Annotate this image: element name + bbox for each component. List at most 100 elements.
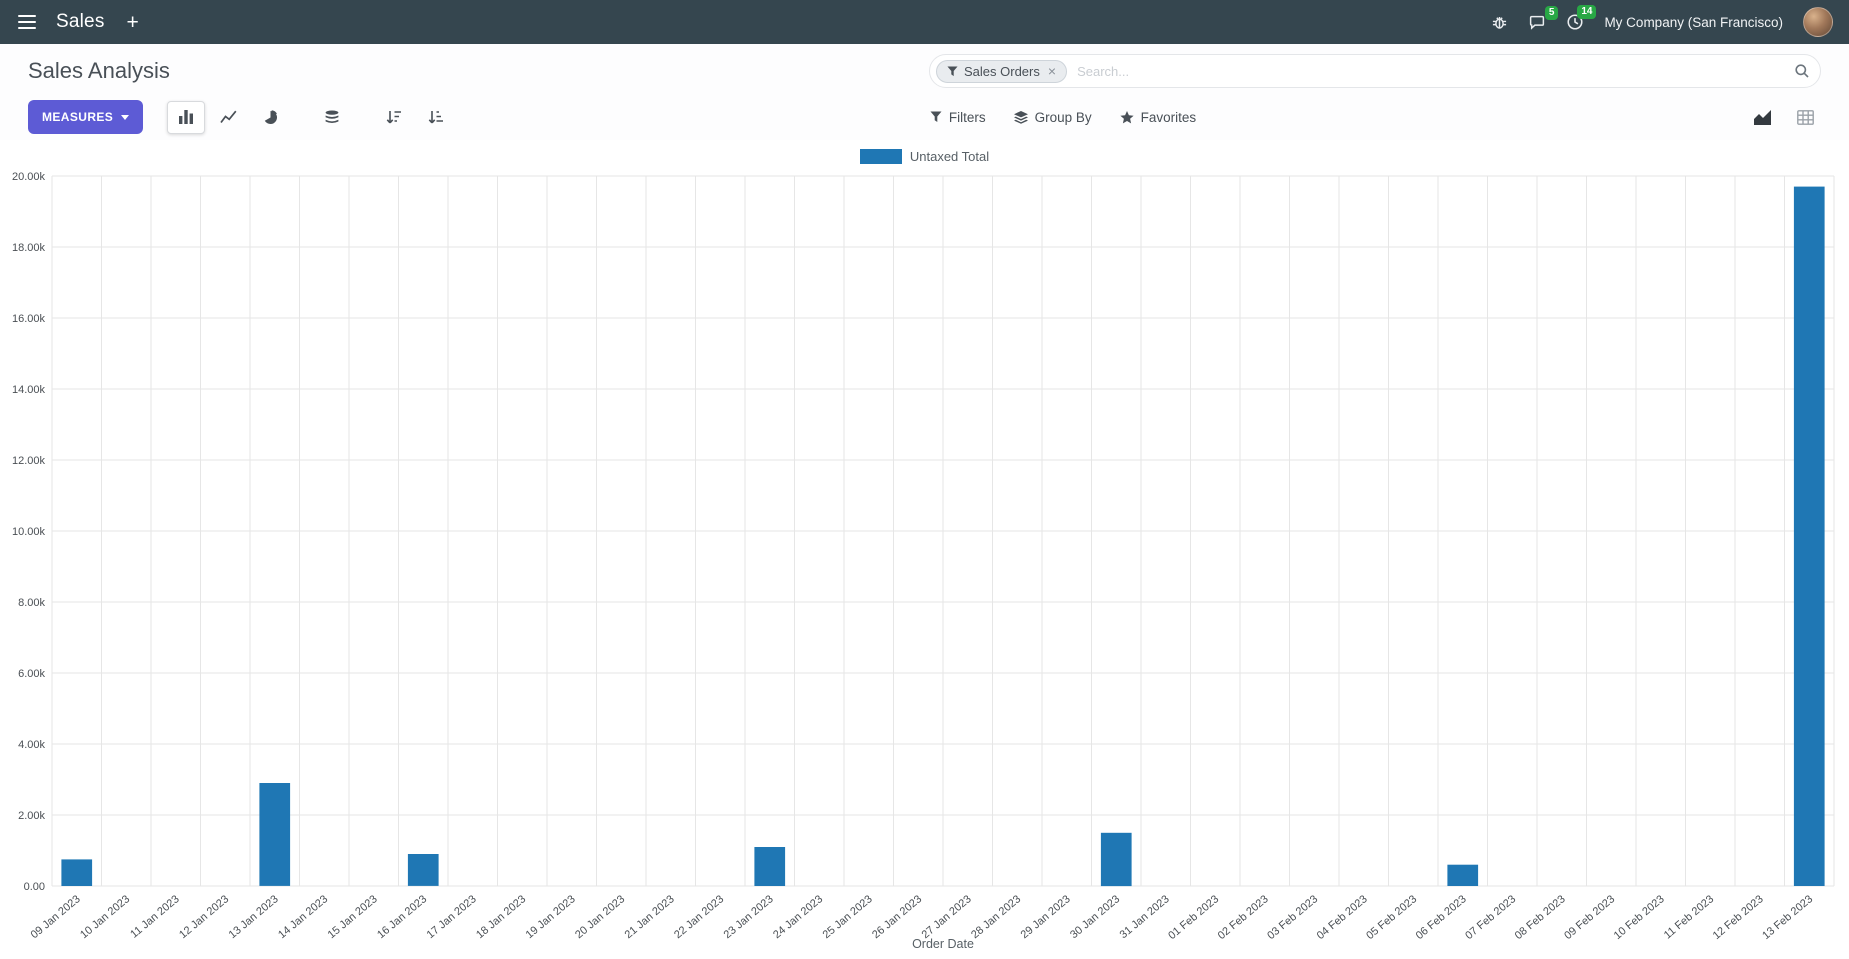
svg-text:16 Jan 2023: 16 Jan 2023 — [375, 893, 429, 941]
svg-text:14.00k: 14.00k — [12, 384, 46, 396]
svg-text:27 Jan 2023: 27 Jan 2023 — [920, 893, 974, 941]
bar[interactable] — [1447, 864, 1479, 886]
chart-section: Untaxed Total 0.00 2.00k 4.00k 6.00k 8.00k 10… — [0, 149, 1849, 959]
group-by-label: Group By — [1034, 109, 1092, 125]
svg-text:6.00k: 6.00k — [18, 668, 45, 680]
svg-text:16.00k: 16.00k — [12, 313, 46, 325]
line-chart-icon — [220, 110, 237, 124]
sort-asc-icon — [428, 111, 444, 124]
search-icon[interactable] — [1794, 63, 1810, 79]
new-tab-plus-icon[interactable]: + — [126, 10, 139, 34]
chevron-down-icon — [121, 114, 130, 120]
svg-text:21 Jan 2023: 21 Jan 2023 — [623, 893, 677, 941]
svg-text:11 Jan 2023: 11 Jan 2023 — [128, 893, 181, 941]
sort-descending-button[interactable] — [375, 101, 413, 134]
search-bar[interactable]: Sales Orders × — [929, 54, 1821, 88]
svg-text:10.00k: 10.00k — [12, 526, 46, 538]
svg-text:0.00: 0.00 — [24, 881, 45, 893]
pie-chart-button[interactable] — [251, 101, 289, 134]
company-switcher[interactable]: My Company (San Francisco) — [1604, 14, 1783, 30]
svg-text:01 Feb 2023: 01 Feb 2023 — [1166, 893, 1221, 942]
facet-close-icon[interactable]: × — [1047, 63, 1057, 79]
sort-desc-icon — [386, 111, 402, 124]
search-facet-label: Sales Orders — [964, 63, 1040, 79]
svg-text:26 Jan 2023: 26 Jan 2023 — [870, 893, 924, 941]
svg-text:4.00k: 4.00k — [18, 739, 45, 751]
svg-text:18.00k: 18.00k — [12, 242, 46, 254]
svg-text:11 Feb 2023: 11 Feb 2023 — [1662, 893, 1716, 941]
filters-label: Filters — [948, 109, 986, 125]
svg-text:12 Feb 2023: 12 Feb 2023 — [1711, 893, 1766, 942]
graph-view-button[interactable] — [1747, 103, 1779, 131]
svg-text:19 Jan 2023: 19 Jan 2023 — [524, 893, 578, 941]
app-name[interactable]: Sales — [56, 11, 105, 32]
svg-text:23 Jan 2023: 23 Jan 2023 — [722, 893, 776, 941]
page-title: Sales Analysis — [28, 58, 170, 83]
bar-chart-button[interactable] — [167, 100, 206, 134]
svg-text:06 Feb 2023: 06 Feb 2023 — [1414, 893, 1469, 942]
search-options: Filters Group By Favorites — [930, 110, 1196, 125]
svg-text:09 Jan 2023: 09 Jan 2023 — [29, 893, 83, 941]
chart-legend[interactable]: Untaxed Total — [0, 149, 1849, 164]
messages-count-badge: 5 — [1544, 5, 1559, 20]
x-axis-title: Order Date — [912, 937, 974, 951]
legend-swatch — [859, 149, 902, 164]
svg-text:02 Feb 2023: 02 Feb 2023 — [1216, 893, 1271, 942]
legend-label: Untaxed Total — [909, 149, 990, 164]
user-avatar[interactable] — [1803, 7, 1833, 37]
sort-ascending-button[interactable] — [417, 101, 455, 134]
group-by-button[interactable]: Group By — [1013, 109, 1092, 125]
svg-text:18 Jan 2023: 18 Jan 2023 — [474, 893, 528, 941]
chart-type-group — [167, 100, 455, 134]
svg-text:09 Feb 2023: 09 Feb 2023 — [1562, 893, 1617, 942]
filters-button[interactable]: Filters — [930, 110, 986, 125]
messages-icon[interactable]: 5 — [1528, 5, 1559, 31]
svg-text:05 Feb 2023: 05 Feb 2023 — [1364, 893, 1419, 942]
svg-text:12 Jan 2023: 12 Jan 2023 — [177, 893, 231, 941]
pivot-view-button[interactable] — [1789, 103, 1821, 131]
svg-text:10 Jan 2023: 10 Jan 2023 — [78, 893, 132, 941]
svg-text:20.00k: 20.00k — [12, 171, 46, 183]
svg-text:17 Jan 2023: 17 Jan 2023 — [425, 893, 479, 941]
bar[interactable] — [407, 854, 439, 886]
graph-view-icon — [1754, 109, 1771, 125]
line-chart-button[interactable] — [209, 101, 247, 134]
svg-text:10 Feb 2023: 10 Feb 2023 — [1612, 893, 1667, 942]
breadcrumb-row: Sales Analysis Sales Orders × — [28, 54, 1821, 88]
svg-text:2.00k: 2.00k — [18, 810, 45, 822]
bar[interactable] — [61, 859, 93, 886]
stacked-toggle-button[interactable] — [313, 101, 351, 134]
top-navbar: Sales + 5 14 My Company (San Francisco) — [0, 0, 1849, 44]
svg-text:13 Feb 2023: 13 Feb 2023 — [1760, 893, 1815, 942]
search-facet-sales-orders[interactable]: Sales Orders × — [936, 59, 1068, 83]
apps-menu-icon[interactable] — [16, 11, 38, 33]
svg-text:31 Jan 2023: 31 Jan 2023 — [1118, 893, 1172, 941]
svg-text:15 Jan 2023: 15 Jan 2023 — [326, 893, 380, 941]
bar-chart-icon — [179, 110, 194, 124]
bar[interactable] — [1793, 186, 1825, 887]
navbar-right: 5 14 My Company (San Francisco) — [1491, 5, 1833, 37]
svg-text:24 Jan 2023: 24 Jan 2023 — [771, 893, 825, 941]
funnel-icon — [947, 65, 958, 76]
debug-bug-icon[interactable] — [1491, 14, 1508, 31]
svg-text:14 Jan 2023: 14 Jan 2023 — [276, 893, 330, 941]
svg-text:13 Jan 2023: 13 Jan 2023 — [227, 893, 281, 941]
svg-text:28 Jan 2023: 28 Jan 2023 — [969, 893, 1023, 941]
gridlines — [51, 175, 1835, 887]
measures-button[interactable]: MEASURES — [28, 100, 144, 134]
svg-text:25 Jan 2023: 25 Jan 2023 — [821, 893, 875, 941]
activities-clock-icon[interactable]: 14 — [1566, 5, 1597, 31]
favorites-button[interactable]: Favorites — [1120, 110, 1196, 125]
bar[interactable] — [754, 847, 786, 886]
navbar-left: Sales + — [16, 11, 143, 33]
search-input[interactable] — [1067, 59, 1794, 83]
control-panel: Sales Analysis Sales Orders × MEASURES — [0, 44, 1849, 140]
bars — [61, 186, 1825, 887]
view-switcher — [1747, 103, 1821, 131]
view-toolbar: MEASURES — [28, 98, 1821, 136]
svg-text:04 Feb 2023: 04 Feb 2023 — [1315, 893, 1370, 942]
svg-text:8.00k: 8.00k — [18, 597, 45, 609]
bar[interactable] — [259, 783, 291, 886]
bar[interactable] — [1100, 832, 1132, 887]
chart-canvas: 0.00 2.00k 4.00k 6.00k 8.00k 10.00k 12.00k 14.0… — [12, 171, 1835, 951]
